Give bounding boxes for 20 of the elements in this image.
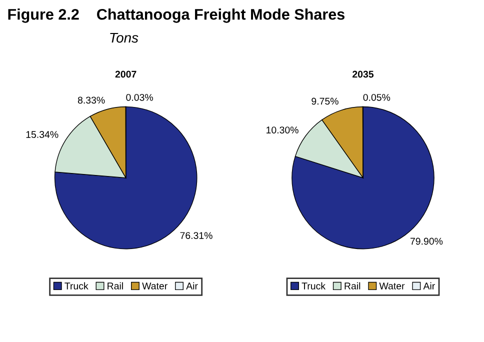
legend-label: Water xyxy=(379,282,405,290)
caption: Figure 2.2 Chattanooga Freight Mode Shares xyxy=(8,8,344,23)
data-label: 79.90% xyxy=(410,238,443,245)
data-label: 76.31% xyxy=(180,232,212,239)
chart-title: 2007 xyxy=(115,70,136,78)
legend-label: Rail xyxy=(108,282,123,290)
slice-label: Truck xyxy=(302,282,326,290)
data-label: 0.03% xyxy=(126,94,153,101)
legend-label: Rail xyxy=(344,282,360,290)
legend-label: Water xyxy=(142,282,168,290)
legend-label: Truck xyxy=(64,282,88,290)
data-label: 15.34% xyxy=(26,131,58,138)
data-label: 9.75% xyxy=(312,98,338,105)
legend-label: Air xyxy=(423,282,435,290)
data-label: 8.33% xyxy=(78,96,105,104)
chart-title: 2035 xyxy=(352,70,374,78)
data-label: 10.30% xyxy=(266,126,298,134)
text: Tons xyxy=(110,33,138,43)
legend-label: Air xyxy=(186,282,198,290)
data-label: 0.05% xyxy=(363,94,390,101)
